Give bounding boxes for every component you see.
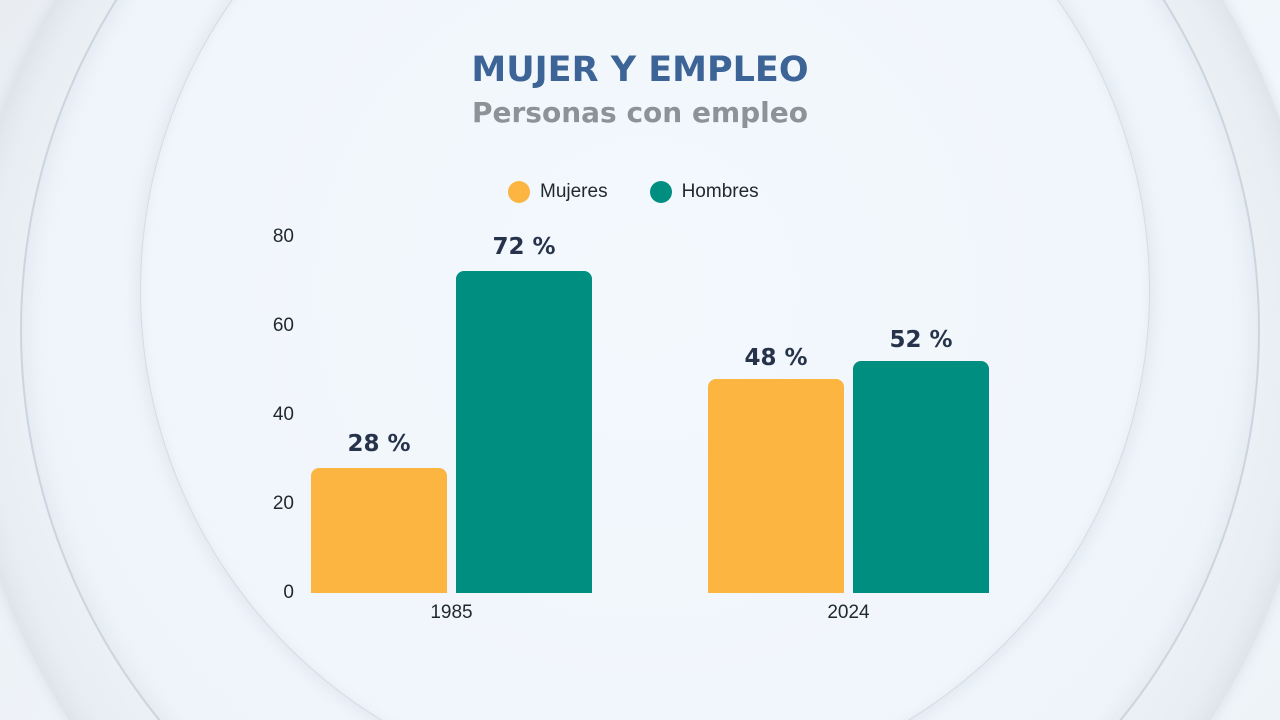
bar-2024-mujeres <box>708 379 844 593</box>
y-tick-0: 0 <box>283 582 294 603</box>
y-tick-40: 40 <box>272 404 294 425</box>
legend-label-hombres: Hombres <box>681 181 759 202</box>
y-tick-60: 60 <box>272 315 294 336</box>
bar-label-1985-mujeres: 28 % <box>347 431 411 457</box>
bar-2024-hombres <box>853 361 989 593</box>
bar-label-2024-hombres: 52 % <box>889 327 953 353</box>
bar-1985-hombres <box>456 271 592 593</box>
y-tick-80: 80 <box>272 226 294 247</box>
bar-label-1985-hombres: 72 % <box>492 234 556 260</box>
legend-dot-hombres-icon <box>649 181 672 203</box>
legend-dot-mujeres-icon <box>508 181 530 203</box>
chart-title: MUJER Y EMPLEO <box>471 50 809 90</box>
legend: Mujeres Hombres <box>508 181 801 203</box>
bar-label-2024-mujeres: 48 % <box>744 345 808 371</box>
chart-subtitle: Personas con empleo <box>471 96 808 129</box>
y-tick-20: 20 <box>272 493 294 514</box>
legend-item-mujeres: Mujeres <box>508 181 608 203</box>
x-label-1985: 1985 <box>430 602 473 623</box>
legend-item-hombres: Hombres <box>649 181 759 203</box>
legend-label-mujeres: Mujeres <box>540 181 608 202</box>
x-label-2024: 2024 <box>827 602 870 623</box>
bar-1985-mujeres <box>311 468 447 593</box>
